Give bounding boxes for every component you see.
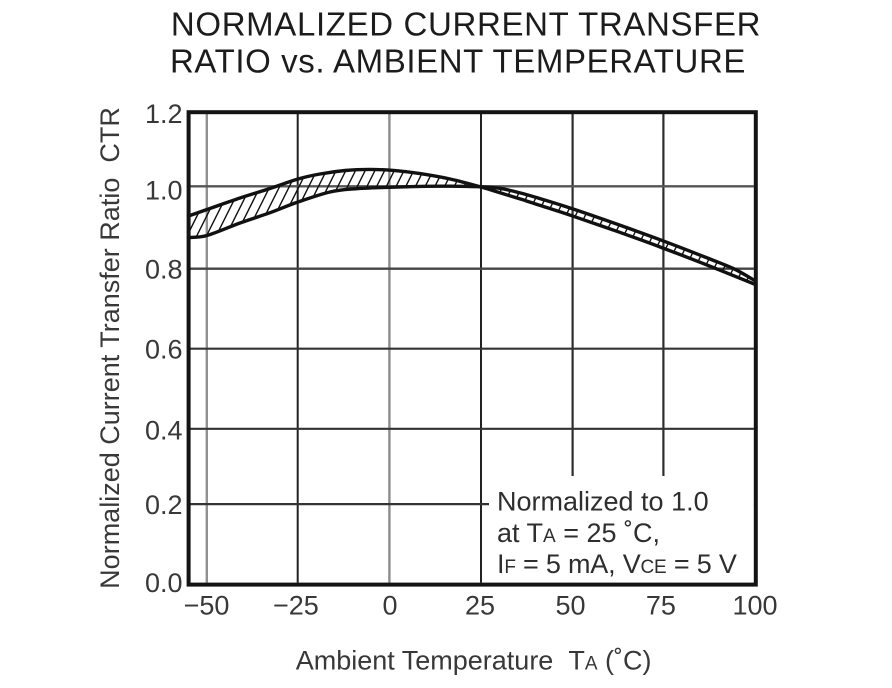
svg-text:Normalized Current Transfer Ra: Normalized Current Transfer Ratio CTR [95, 107, 125, 589]
svg-text:Ambient Temperature TA (˚C): Ambient Temperature TA (˚C) [296, 646, 652, 676]
svg-text:1.2: 1.2 [145, 99, 183, 129]
svg-text:0.8: 0.8 [145, 255, 183, 285]
svg-text:0.4: 0.4 [145, 415, 183, 445]
svg-text:1.0: 1.0 [145, 176, 183, 206]
svg-text:−50: −50 [184, 591, 230, 621]
svg-text:Normalized to 1.0: Normalized to 1.0 [497, 487, 709, 517]
svg-text:0.0: 0.0 [145, 568, 183, 598]
svg-text:RATIO vs. AMBIENT TEMPERATURE: RATIO vs. AMBIENT TEMPERATURE [170, 42, 746, 79]
svg-text:IF = 5 mA, VCE = 5 V: IF = 5 mA, VCE = 5 V [497, 549, 737, 579]
svg-text:at TA = 25 ˚C,: at TA = 25 ˚C, [497, 518, 660, 548]
svg-text:0: 0 [382, 591, 397, 621]
svg-text:100: 100 [732, 591, 777, 621]
svg-text:−25: −25 [273, 591, 319, 621]
svg-text:NORMALIZED CURRENT TRANSFER: NORMALIZED CURRENT TRANSFER [171, 5, 761, 42]
svg-text:0.2: 0.2 [145, 490, 183, 520]
svg-text:0.6: 0.6 [145, 334, 183, 364]
svg-text:50: 50 [555, 591, 585, 621]
svg-text:75: 75 [646, 591, 676, 621]
svg-text:25: 25 [465, 591, 495, 621]
